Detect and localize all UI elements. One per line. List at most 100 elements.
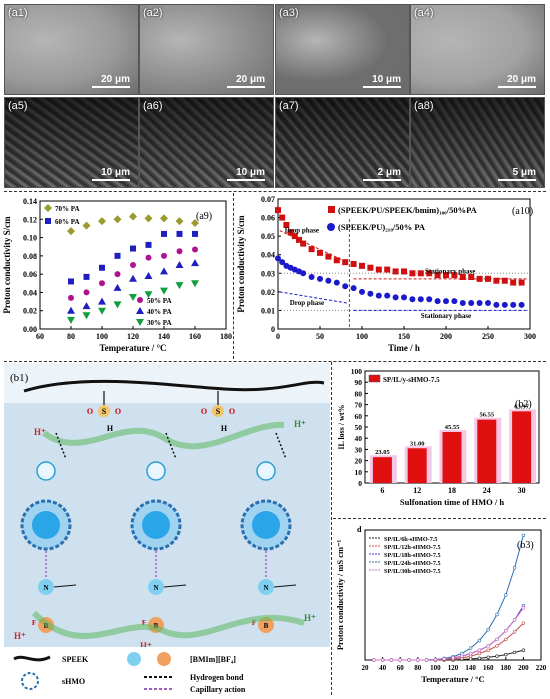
h-plus-label: H⁺ [304,613,316,623]
data-point [424,658,429,662]
bar-value-label: 23.05 [375,449,390,456]
data-point [145,254,152,261]
data-point [375,266,382,273]
chart-b2-il-loss-bars: 0 10 20 30 40 50 60 70 80 90 100 23.05 6 31.00 12 45.55… [337,367,540,507]
y-tick-label: 0.12 [23,215,37,224]
annotation-label: Stationary phase [425,267,475,275]
h-plus-label: H⁺ [294,419,306,429]
bar-value-label: 63.97 [514,403,529,410]
bar-value-label: 31.00 [410,440,425,447]
proton-path [42,421,285,450]
data-point [67,306,75,314]
atom-letter: H [221,424,228,433]
data-point [145,241,152,248]
y-tick-label: 0.03 [261,269,275,278]
data-point [83,273,90,280]
atom-letter: F [142,619,146,627]
scale-bar-label: 10 μm [101,167,130,178]
data-point [434,298,441,305]
chart-b3-conductivity-curves: 20 40 60 80 100 120 140 160 180 200 220 Temperature… [335,525,547,684]
data-point [407,658,411,662]
data-point [504,593,508,597]
data-point [68,278,74,285]
panel-label: (b3) [517,540,534,551]
atom-letter: B [264,622,269,630]
scale-bar-label: 20 μm [236,74,265,85]
data-point [113,283,122,291]
x-tick-label: 160 [189,332,201,341]
x-tick-label: 100 [356,332,368,341]
atom-letter: F [252,619,256,627]
data-point [192,230,198,237]
atom-letter: S [216,407,221,416]
data-point [495,644,499,648]
data-point [144,214,153,223]
sem-image-a5: (a5) 10 μm [4,97,139,188]
data-point [409,296,416,303]
x-axis-label: Sulfonation time of HMO / h [400,497,504,507]
sulfonic-group-icon [256,461,276,481]
data-point [275,255,281,262]
data-point [485,275,491,282]
data-point [325,277,332,284]
data-point [129,294,137,301]
data-point [129,274,137,282]
legend-bf4-icon [157,652,171,666]
bar-value-label: 56.55 [479,412,494,419]
x-tick-label: 60 [36,332,44,341]
panel-label: (a9) [196,211,212,222]
bar [442,431,462,483]
alkyl-chain [273,584,297,588]
data-point [512,618,517,622]
y-tick-label: 90 [355,378,363,387]
x-tick-label: 50 [316,332,324,341]
scale-bar [498,179,536,181]
data-point [384,292,391,299]
data-point [443,298,449,305]
data-point [486,627,490,632]
data-point [175,217,184,226]
annotation-label: Drop phase [290,299,324,307]
chart-a9-conductivity-vs-temperature: 60 80 100 120 140 160 180 0.00 0.02 0.04 0.06 0.08 0… [2,197,232,353]
data-point [477,651,482,656]
legend-label: 70% PA [55,205,80,213]
data-point [433,657,438,662]
data-point [130,262,136,268]
x-tick-label: 220 [536,664,547,672]
x-tick-label: 20 [362,664,370,672]
y-tick-label: 30 [355,445,363,454]
data-point [160,287,168,295]
bar [372,457,392,483]
y-tick-label: 10 [355,468,363,477]
data-point [308,246,315,253]
sulfonic-group-icon [146,461,166,481]
bar [477,419,497,483]
series-line [373,607,524,661]
x-tick-label: 250 [482,332,494,341]
legend-label: 50% PA [147,297,172,305]
y-axis-label: IL loss / wt% [337,404,346,449]
data-point [160,214,168,223]
data-point [504,652,508,657]
x-tick-label: 120 [127,332,139,341]
sem-panel-label: (a8) [414,100,434,112]
data-point [130,245,136,252]
bmim-cation-icon [38,579,54,595]
legend-label: [BMIm][BF₄] [190,655,236,664]
data-point [291,233,298,240]
scale-bar [92,179,130,181]
data-point [426,270,433,277]
x-tick-label: 80 [67,332,75,341]
data-point [459,300,466,306]
data-point [416,658,420,662]
atom-letter: F [32,619,36,627]
x-tick-label: 300 [524,332,536,341]
annotation-label: Stationary phase [421,312,471,320]
data-point [99,280,105,287]
legend-marker [368,374,381,383]
legend-marker [136,319,144,326]
y-axis-label: Proton conductivity / mS cm⁻¹ [335,539,345,650]
data-point [359,262,365,269]
bar [407,448,427,483]
y-tick-label: 60 [355,412,363,421]
